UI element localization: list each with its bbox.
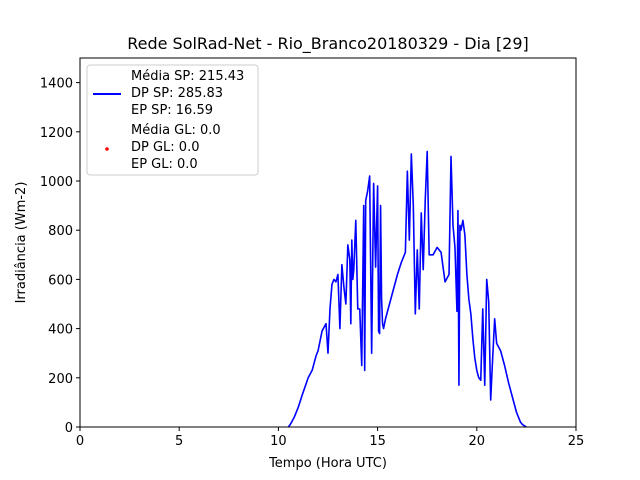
x-axis: 0 5 10 15 20 25	[76, 427, 584, 449]
x-tick-label: 5	[175, 434, 183, 449]
y-tick-label: 1400	[40, 77, 73, 92]
legend-entry-text: Média SP: 215.43	[131, 69, 244, 84]
x-tick-label: 20	[469, 434, 486, 449]
plot-frame	[79, 57, 577, 428]
x-tick-label: 25	[568, 434, 585, 449]
legend-point-gl	[105, 147, 109, 151]
y-tick-label: 0	[65, 421, 73, 436]
series-line-sp	[287, 150, 527, 428]
y-tick-label: 600	[48, 273, 73, 288]
chart-title: Rede SolRad-Net - Rio_Branco20180329 - D…	[127, 34, 529, 54]
y-tick-label: 200	[48, 372, 73, 387]
y-tick-label: 400	[48, 323, 73, 338]
series-layer	[287, 150, 527, 428]
legend-entry-text: DP GL: 0.0	[131, 140, 200, 155]
legend-entry-text: DP SP: 285.83	[131, 86, 223, 101]
y-tick-label: 1000	[40, 175, 73, 190]
legend-entry-text: EP GL: 0.0	[131, 157, 198, 172]
y-axis-label: Irradiância (Wm-2)	[14, 182, 29, 304]
legend-box	[86, 64, 259, 176]
x-tick-label: 15	[369, 434, 386, 449]
x-tick-label: 0	[76, 434, 84, 449]
legend: Média SP: 215.43 DP SP: 285.83 EP SP: 16.5…	[86, 64, 259, 176]
y-axis: 0 200 400 600 800 1000 1200 1400	[40, 77, 80, 436]
y-tick-label: 800	[48, 224, 73, 239]
x-axis-label: Tempo (Hora UTC)	[268, 456, 387, 471]
x-tick-label: 10	[270, 434, 287, 449]
legend-entry-text: Média GL: 0.0	[131, 123, 221, 138]
legend-entry-text: EP SP: 16.59	[131, 103, 213, 118]
y-tick-label: 1200	[40, 126, 73, 141]
